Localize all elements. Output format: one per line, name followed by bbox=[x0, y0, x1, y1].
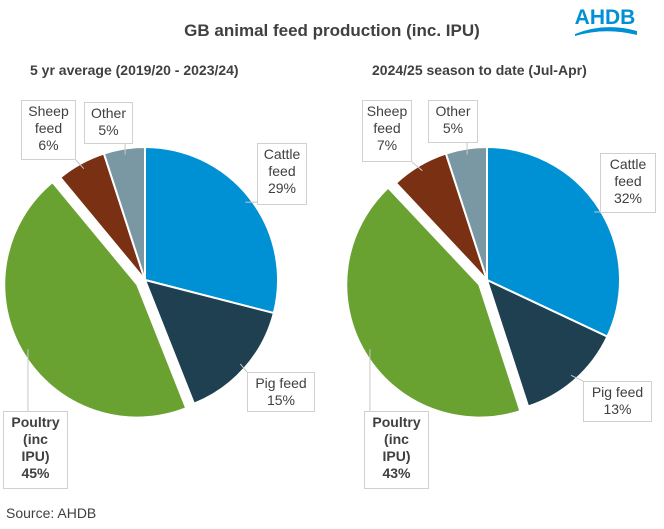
data-label-cattle-feed: Cattle feed 32% bbox=[600, 153, 656, 213]
data-label-cattle-feed: Cattle feed 29% bbox=[257, 143, 307, 205]
data-label-pig-feed: Pig feed 15% bbox=[247, 372, 315, 412]
data-label-other: Other 5% bbox=[428, 100, 478, 143]
slice-cattle-feed-5yr-avg bbox=[144, 145, 279, 315]
slice-other-5yr-avg bbox=[102, 145, 146, 281]
data-label-poultry: Poultry (inc IPU) 45% bbox=[3, 411, 68, 489]
data-label-sheep-feed: Sheep feed 6% bbox=[21, 100, 76, 160]
right-pie-title: 2024/25 season to date (Jul-Apr) bbox=[372, 62, 587, 78]
leader-line-sheep-feed bbox=[75, 159, 85, 170]
leader-line-pig-feed bbox=[239, 363, 248, 373]
data-label-pig-feed: Pig feed 13% bbox=[583, 381, 652, 422]
svg-text:AHDB: AHDB bbox=[575, 6, 636, 29]
slice-pig-feed-5yr-avg bbox=[143, 278, 276, 405]
slice-poultry-5yr-avg bbox=[3, 180, 188, 419]
data-label-poultry: Poultry (inc IPU) 43% bbox=[364, 411, 429, 489]
data-label-sheep-feed: Sheep feed 7% bbox=[362, 100, 412, 162]
slice-cattle-feed-2024-25 bbox=[486, 145, 621, 338]
leader-line-sheep-feed bbox=[411, 161, 423, 172]
leader-line-pig-feed bbox=[570, 374, 584, 382]
source-note: Source: AHDB bbox=[6, 505, 97, 521]
slice-poultry-2024-25 bbox=[345, 186, 522, 419]
chart-title: GB animal feed production (inc. IPU) bbox=[184, 21, 480, 40]
slice-pig-feed-2024-25 bbox=[485, 278, 609, 408]
ahdb-logo: AHDB bbox=[565, 4, 645, 43]
slice-other-2024-25 bbox=[444, 145, 488, 281]
left-pie-title: 5 yr average (2019/20 - 2023/24) bbox=[30, 62, 239, 78]
data-label-other: Other 5% bbox=[84, 102, 133, 144]
